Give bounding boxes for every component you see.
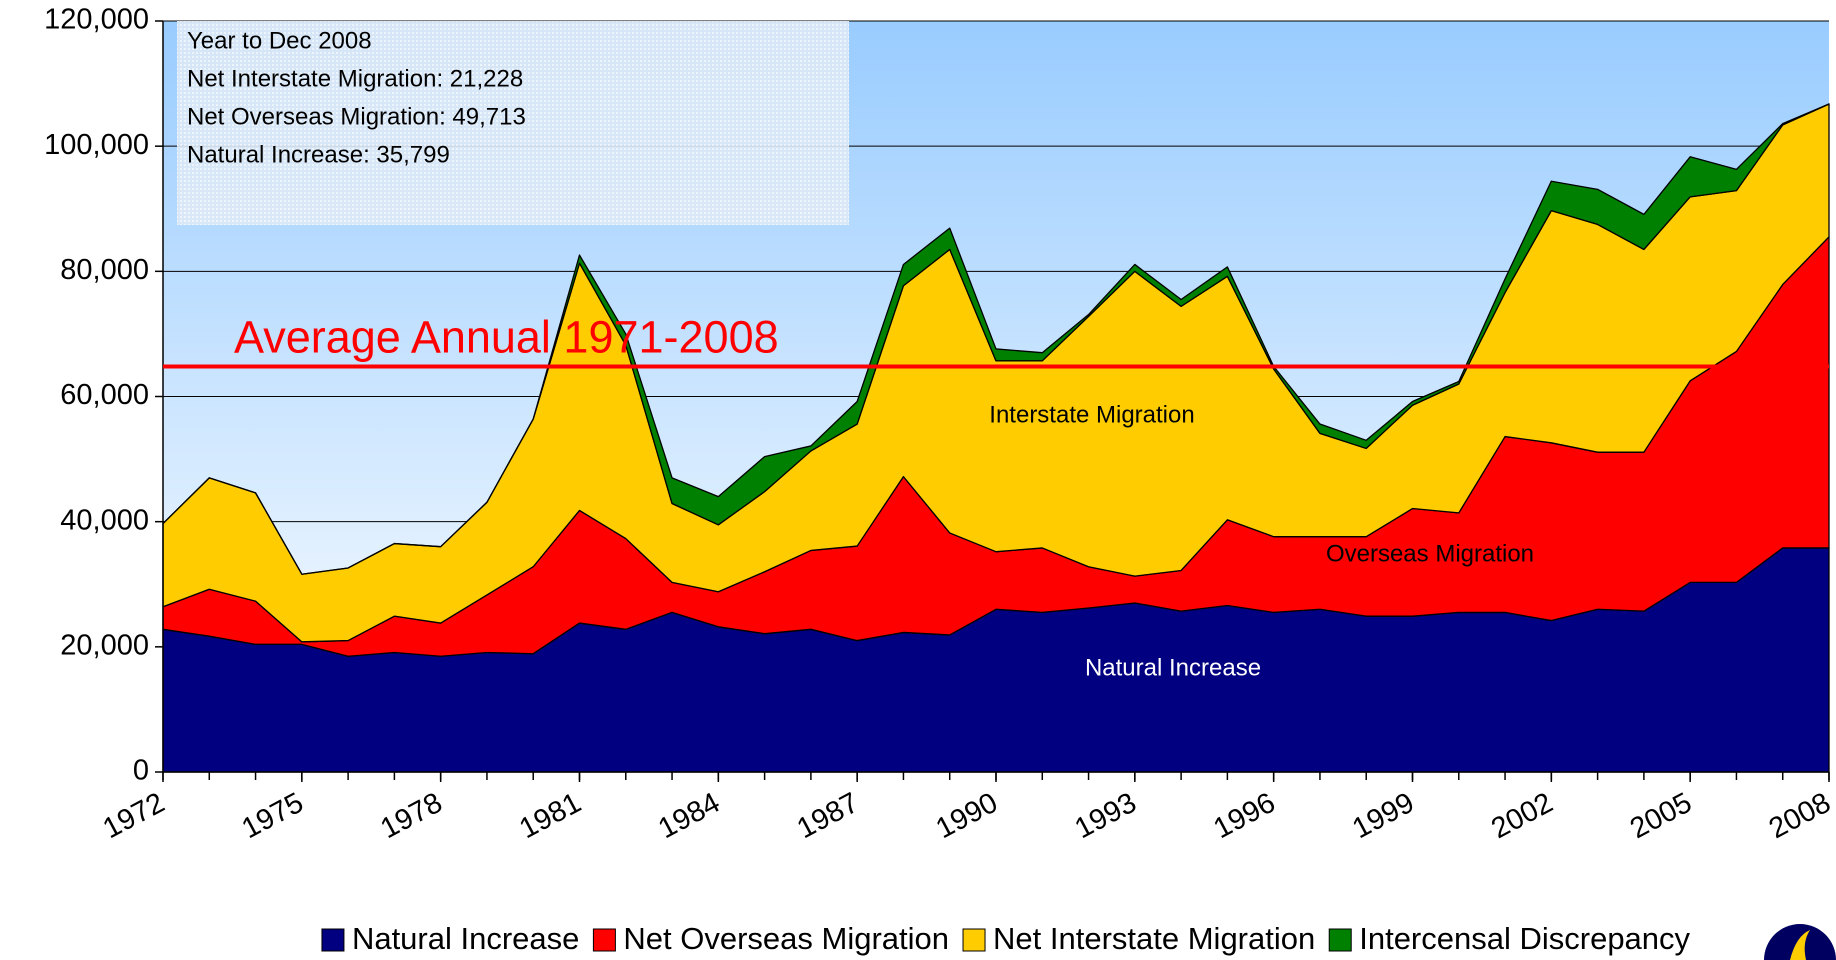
legend-swatch <box>962 928 986 952</box>
info-box <box>177 21 849 225</box>
y-tick-label: 80,000 <box>60 254 149 286</box>
x-tick-label: 1999 <box>1347 787 1419 846</box>
info-line: Year to Dec 2008 <box>187 27 372 54</box>
x-tick-label: 1981 <box>514 787 586 846</box>
area <box>162 103 1830 575</box>
info-line: Natural Increase: 35,799 <box>187 141 450 168</box>
x-tick-label: 1984 <box>653 787 725 846</box>
y-tick-label: 100,000 <box>44 129 149 161</box>
legend-swatch <box>321 928 345 952</box>
info-line: Net Overseas Migration: 49,713 <box>187 103 526 130</box>
x-tick-label: 1972 <box>98 787 170 846</box>
x-tick-label: 1990 <box>931 787 1003 846</box>
x-tick-label: 1987 <box>792 787 864 846</box>
info-line: Net Interstate Migration: 21,228 <box>187 65 523 92</box>
x-tick-label: 1993 <box>1070 787 1142 846</box>
y-tick-label: 40,000 <box>60 504 149 536</box>
legend: Natural Increase Net Overseas Migration Ne… <box>321 921 1691 956</box>
x-tick-label: 1996 <box>1209 787 1281 846</box>
x-tick-label: 2005 <box>1625 787 1697 846</box>
y-tick-label: 0 <box>133 755 149 787</box>
legend-swatch <box>592 928 616 952</box>
y-tick-label: 20,000 <box>60 629 149 661</box>
legend-label: Natural Increase <box>352 921 579 956</box>
area-label: Natural Increase <box>1085 654 1261 681</box>
logo <box>1764 924 1836 960</box>
legend-label: Intercensal Discrepancy <box>1359 921 1690 956</box>
y-tick-label: 60,000 <box>60 379 149 411</box>
legend-label: Net Overseas Migration <box>623 921 949 956</box>
y-tick-label: 120,000 <box>44 4 149 36</box>
x-tick-label: 2002 <box>1486 787 1558 846</box>
legend-label: Net Interstate Migration <box>993 921 1315 956</box>
x-tick-label: 1975 <box>237 787 309 846</box>
reference-label: Average Annual 1971-2008 <box>234 311 779 362</box>
x-tick-label: 2008 <box>1764 787 1836 846</box>
legend-swatch <box>1328 928 1352 952</box>
area-label: Interstate Migration <box>989 401 1194 428</box>
area-label: Overseas Migration <box>1326 540 1534 567</box>
x-tick-label: 1978 <box>376 787 448 846</box>
areas <box>162 103 1830 773</box>
